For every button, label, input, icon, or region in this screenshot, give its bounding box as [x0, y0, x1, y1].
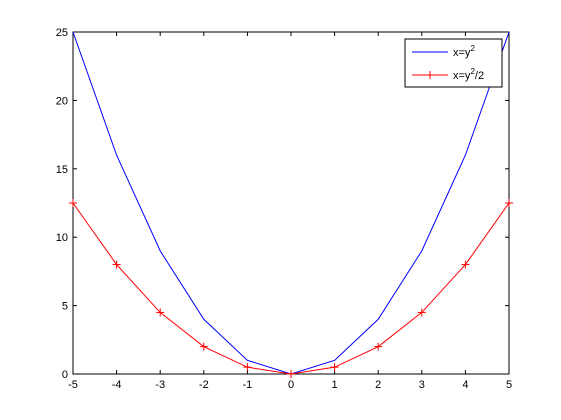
data-point	[330, 363, 339, 372]
y-tick-label: 10	[56, 232, 68, 244]
x-tick-label: -5	[68, 379, 78, 391]
x-tick-label: -2	[199, 379, 209, 391]
data-point	[112, 260, 121, 269]
y-tick-label: 25	[56, 27, 68, 39]
axis-ticks: -5 -4 -3 -2 -1 0 1 2 3 4 5 0 5 10 15 20 25	[56, 27, 512, 391]
y-tick-label: 0	[62, 369, 68, 381]
data-point	[461, 260, 470, 269]
x-tick-label: -1	[243, 379, 253, 391]
legend-label: x=y2/2	[453, 67, 484, 82]
x-tick-label: -3	[155, 379, 165, 391]
x-tick-label: 2	[375, 379, 381, 391]
legend: x=y2 x=y2/2	[404, 38, 503, 88]
data-point	[199, 342, 208, 351]
legend-label: x=y2	[453, 44, 475, 59]
data-point	[374, 342, 383, 351]
y-tick-label: 20	[56, 95, 68, 107]
x-tick-label: 3	[419, 379, 425, 391]
x-tick-label: 0	[288, 379, 294, 391]
data-point	[505, 199, 513, 207]
x-tick-label: 1	[332, 379, 338, 391]
series-layer	[69, 31, 513, 378]
data-point	[69, 199, 77, 207]
series-2	[69, 199, 513, 378]
x-tick-label: 5	[506, 379, 512, 391]
y-tick-label: 5	[62, 301, 68, 313]
x-tick-label: -4	[112, 379, 122, 391]
legend-entry: x=y2/2	[412, 67, 484, 82]
legend-box	[404, 38, 503, 88]
data-point	[417, 308, 426, 317]
y-tick-label: 15	[56, 164, 68, 176]
data-point	[287, 370, 295, 378]
plot-area	[72, 31, 510, 375]
legend-entry: x=y2	[412, 44, 475, 59]
data-point	[243, 363, 252, 372]
data-point	[156, 308, 165, 317]
x-tick-label: 4	[462, 379, 468, 391]
